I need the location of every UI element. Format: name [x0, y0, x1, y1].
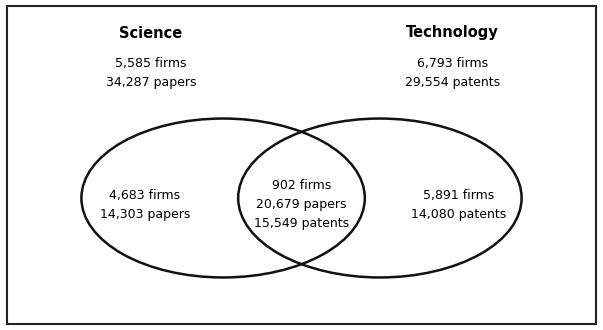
- Text: 5,891 firms
14,080 patents: 5,891 firms 14,080 patents: [411, 189, 506, 220]
- Text: 6,793 firms
29,554 patents: 6,793 firms 29,554 patents: [405, 57, 500, 88]
- Text: 902 firms
20,679 papers
15,549 patents: 902 firms 20,679 papers 15,549 patents: [254, 179, 349, 230]
- Text: Science: Science: [119, 25, 182, 41]
- Text: 4,683 firms
14,303 papers: 4,683 firms 14,303 papers: [99, 189, 190, 220]
- Text: 5,585 firms
34,287 papers: 5,585 firms 34,287 papers: [106, 57, 196, 88]
- Text: Technology: Technology: [406, 25, 499, 41]
